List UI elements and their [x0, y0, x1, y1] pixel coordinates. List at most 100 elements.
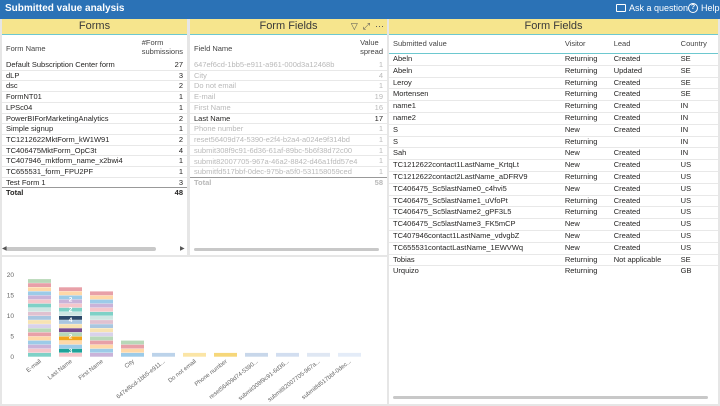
bar-segment[interactable]	[121, 344, 144, 349]
table-row[interactable]: Default Subscription Center form 27	[2, 60, 187, 70]
horizontal-scrollbar[interactable]	[393, 396, 708, 399]
bar-segment[interactable]	[90, 344, 113, 349]
bar-segment[interactable]	[28, 295, 51, 300]
table-row[interactable]: Sah New Created IN	[389, 147, 718, 160]
table-row[interactable]: S Returning IN	[389, 135, 718, 148]
table-row[interactable]: LPSc04 1	[2, 101, 187, 114]
bar-segment[interactable]	[90, 307, 113, 312]
table-row[interactable]: TC1212622MktForm_kW1W91 2	[2, 133, 187, 146]
bar-segment[interactable]	[90, 320, 113, 324]
bar-segment[interactable]	[28, 352, 51, 357]
table-row[interactable]: TC1212622contact1LastName_KrtqLt New Creat…	[389, 159, 718, 172]
bar-segment[interactable]	[121, 348, 144, 353]
bar-segment[interactable]	[28, 299, 51, 304]
table-row[interactable]: TC406475_Sc5lastName0_c4hvi5 New Created US	[389, 182, 718, 196]
bar-segment[interactable]	[90, 291, 113, 296]
table-row[interactable]: E-mail 19	[190, 91, 387, 103]
bar-segment[interactable]	[307, 352, 330, 357]
bar-segment[interactable]	[90, 328, 113, 333]
table-row[interactable]: TC406475_Sc5lastName1_uVfoPt Returning Cre…	[389, 194, 718, 207]
column-header-visitor[interactable]: Visitor	[560, 35, 610, 54]
bar-segment[interactable]	[338, 352, 361, 357]
table-row[interactable]: dLP 3	[2, 69, 187, 81]
table-row[interactable]: Tobias Returning Not applicable SE	[389, 253, 718, 266]
bar-segment[interactable]	[59, 295, 82, 300]
bar-segment[interactable]	[28, 348, 51, 353]
bar-segment[interactable]	[28, 307, 51, 312]
table-row[interactable]: name1 Returning Created IN	[389, 100, 718, 113]
column-header-value-spread[interactable]: Value spread	[360, 38, 383, 60]
bar-segment[interactable]	[90, 352, 113, 357]
bar-segment[interactable]	[59, 320, 82, 324]
bar-segment[interactable]	[28, 283, 51, 287]
bar-segment[interactable]	[214, 352, 237, 357]
table-row[interactable]: dsc 2	[2, 80, 187, 92]
table-row[interactable]: Phone number 1	[190, 123, 387, 135]
bar-segment[interactable]	[28, 320, 51, 324]
table-row[interactable]: submitfd517bbf-0dec-975b-a5f0-531158059c…	[190, 166, 387, 178]
table-row[interactable]: FormNT01 1	[2, 91, 187, 103]
table-row[interactable]: TC655531contactLastName_1EWVWq New Created…	[389, 241, 718, 255]
bar-segment[interactable]	[121, 352, 144, 357]
help-button[interactable]: ? Help	[688, 3, 720, 13]
filter-icon[interactable]: ▽	[350, 21, 358, 31]
bar-segment[interactable]	[28, 303, 51, 308]
table-row[interactable]: TC406475MktForm_OpC3t 4	[2, 144, 187, 156]
bar-segment[interactable]	[59, 328, 82, 333]
bar-segment[interactable]	[121, 340, 144, 345]
bar-segment[interactable]	[59, 291, 82, 296]
bar-segment[interactable]	[90, 311, 113, 316]
table-row[interactable]: submit308f9c91-6d36-61af-89bc-5b6f38d72c…	[190, 144, 387, 156]
table-row[interactable]: First Name 16	[190, 101, 387, 114]
bar-segment[interactable]	[90, 316, 113, 320]
bar-segment[interactable]	[245, 352, 268, 357]
table-row[interactable]: Last Name 17	[190, 112, 387, 124]
table-row[interactable]: Do not email 1	[190, 80, 387, 92]
bar-segment[interactable]	[28, 316, 51, 320]
table-row[interactable]: TC655531_form_FPU2PF 1	[2, 166, 187, 178]
table-row[interactable]: Leroy Returning Created SE	[389, 76, 718, 89]
bar-segment[interactable]	[90, 348, 113, 353]
table-row[interactable]: name2 Returning Created IN	[389, 111, 718, 125]
horizontal-scrollbar[interactable]	[194, 248, 379, 251]
bar-segment[interactable]	[59, 336, 82, 341]
bar-segment[interactable]	[59, 307, 82, 312]
bar-segment[interactable]	[59, 344, 82, 349]
bar-segment[interactable]	[59, 303, 82, 308]
more-options-icon[interactable]: ⋯	[375, 21, 384, 31]
bar-segment[interactable]	[59, 340, 82, 345]
horizontal-scrollbar[interactable]	[6, 247, 156, 251]
bar-segment[interactable]	[28, 311, 51, 316]
table-row[interactable]: TC1212622contact2LastName_aDFRV9 Returnin…	[389, 170, 718, 184]
table-row[interactable]: reset56409d74-5390-e2f4-b2a4-a024e9f314b…	[190, 133, 387, 146]
bar-segment[interactable]	[59, 348, 82, 353]
bar-segment[interactable]	[28, 344, 51, 349]
bar-segment[interactable]	[90, 332, 113, 337]
table-row[interactable]: TC407946_mktform_name_x2bwi4 1	[2, 155, 187, 167]
table-row[interactable]: submit82007705-967a-46a2-8842-d46a1fdd57…	[190, 155, 387, 167]
bar-segment[interactable]	[90, 299, 113, 304]
table-row[interactable]: City 4	[190, 69, 387, 81]
bar-segment[interactable]	[28, 291, 51, 296]
table-row[interactable]: 647ef6cd-1bb5-e911-a961-000d3a12468b 1	[190, 60, 387, 70]
scroll-left-icon[interactable]: ◀	[2, 246, 7, 252]
bar-segment[interactable]	[276, 352, 299, 357]
bar-segment[interactable]	[183, 352, 206, 357]
column-header-form-submissions[interactable]: #Form submissions	[142, 38, 183, 60]
bar-segment[interactable]	[90, 324, 113, 328]
column-header-country[interactable]: Country	[676, 35, 718, 54]
table-row[interactable]: PowerBIForMarketingAnalytics 2	[2, 112, 187, 124]
table-row[interactable]: Simple signup 1	[2, 123, 187, 135]
ask-question-button[interactable]: Ask a question	[616, 3, 688, 13]
bar-segment[interactable]	[28, 340, 51, 345]
bar-segment[interactable]	[59, 316, 82, 320]
bar-segment[interactable]	[152, 352, 175, 357]
scroll-right-icon[interactable]: ▶	[180, 246, 185, 252]
bar-segment[interactable]	[28, 328, 51, 333]
bar-segment[interactable]	[59, 299, 82, 304]
column-header-submitted-value[interactable]: Submitted value	[389, 35, 561, 54]
table-row[interactable]: S New Created IN	[389, 123, 718, 137]
table-row[interactable]: Abeln Returning Created SE	[389, 54, 718, 66]
table-row[interactable]: TC406475_Sc5lastName3_FK5mCP New Created US	[389, 218, 718, 231]
